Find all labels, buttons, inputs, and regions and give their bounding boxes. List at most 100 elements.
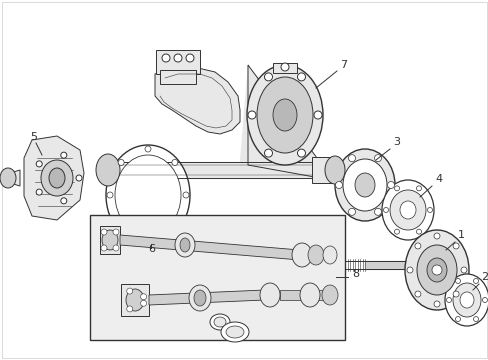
Ellipse shape [126, 306, 132, 312]
Ellipse shape [482, 297, 487, 302]
Ellipse shape [323, 246, 336, 264]
Ellipse shape [348, 208, 355, 215]
Ellipse shape [162, 54, 170, 62]
Ellipse shape [452, 283, 480, 317]
Ellipse shape [171, 159, 178, 166]
Ellipse shape [342, 159, 386, 211]
Ellipse shape [431, 265, 441, 275]
Polygon shape [272, 63, 296, 73]
Polygon shape [10, 170, 20, 186]
Ellipse shape [106, 145, 190, 245]
Ellipse shape [61, 198, 67, 204]
Ellipse shape [113, 245, 119, 251]
Ellipse shape [383, 207, 387, 212]
Ellipse shape [101, 229, 107, 235]
Ellipse shape [36, 189, 42, 195]
Ellipse shape [180, 238, 190, 252]
Ellipse shape [264, 149, 272, 157]
Ellipse shape [145, 238, 151, 244]
Ellipse shape [454, 278, 460, 283]
Ellipse shape [209, 314, 229, 330]
Ellipse shape [141, 300, 146, 306]
Ellipse shape [115, 155, 181, 235]
Ellipse shape [414, 291, 420, 297]
Polygon shape [121, 284, 149, 316]
Ellipse shape [414, 243, 420, 249]
Ellipse shape [459, 292, 473, 308]
Ellipse shape [61, 152, 67, 158]
Ellipse shape [452, 243, 458, 249]
Ellipse shape [281, 63, 288, 71]
Ellipse shape [291, 243, 311, 267]
Ellipse shape [102, 230, 118, 250]
Ellipse shape [36, 161, 42, 167]
Ellipse shape [247, 111, 256, 119]
Ellipse shape [41, 160, 73, 196]
Ellipse shape [399, 201, 415, 219]
Ellipse shape [446, 297, 450, 302]
Ellipse shape [272, 99, 296, 131]
Ellipse shape [386, 181, 394, 189]
Ellipse shape [297, 149, 305, 157]
Ellipse shape [225, 326, 244, 338]
Text: 1: 1 [457, 230, 464, 240]
Ellipse shape [433, 301, 439, 307]
Ellipse shape [257, 77, 312, 153]
Ellipse shape [433, 233, 439, 239]
Polygon shape [247, 65, 319, 178]
Ellipse shape [101, 245, 107, 251]
Ellipse shape [118, 159, 124, 166]
Ellipse shape [472, 278, 478, 283]
Ellipse shape [389, 190, 425, 230]
Bar [90, 215, 345, 340]
Ellipse shape [454, 316, 460, 321]
Ellipse shape [264, 73, 272, 81]
Ellipse shape [394, 229, 399, 234]
Ellipse shape [145, 146, 151, 152]
Ellipse shape [299, 283, 319, 307]
Ellipse shape [185, 54, 194, 62]
Ellipse shape [113, 229, 119, 235]
Ellipse shape [374, 155, 381, 162]
Ellipse shape [321, 285, 337, 305]
Ellipse shape [416, 229, 421, 234]
Ellipse shape [141, 294, 146, 300]
Ellipse shape [221, 322, 248, 342]
Ellipse shape [214, 317, 225, 327]
Ellipse shape [472, 316, 478, 321]
Ellipse shape [189, 285, 210, 311]
Polygon shape [156, 50, 200, 74]
Text: 7: 7 [339, 60, 346, 70]
Ellipse shape [406, 267, 412, 273]
Ellipse shape [334, 149, 394, 221]
Ellipse shape [404, 230, 468, 310]
Ellipse shape [96, 154, 120, 186]
Ellipse shape [174, 54, 182, 62]
Ellipse shape [444, 274, 488, 326]
Polygon shape [160, 70, 196, 84]
Ellipse shape [246, 65, 323, 165]
Ellipse shape [126, 288, 132, 294]
Ellipse shape [348, 155, 355, 162]
Ellipse shape [460, 267, 466, 273]
Polygon shape [280, 290, 329, 300]
Text: 2: 2 [480, 272, 487, 282]
Ellipse shape [107, 192, 113, 198]
Ellipse shape [354, 173, 374, 197]
Ellipse shape [126, 289, 143, 311]
Polygon shape [311, 157, 331, 183]
Ellipse shape [394, 186, 399, 191]
Ellipse shape [416, 245, 456, 295]
Text: 4: 4 [434, 174, 441, 184]
Ellipse shape [452, 291, 458, 297]
Polygon shape [155, 68, 240, 134]
Polygon shape [24, 136, 84, 220]
Ellipse shape [426, 258, 446, 282]
Ellipse shape [171, 225, 178, 230]
Ellipse shape [374, 208, 381, 215]
Polygon shape [100, 226, 120, 254]
Ellipse shape [427, 207, 431, 212]
Text: 6: 6 [148, 244, 155, 254]
Ellipse shape [260, 283, 280, 307]
Ellipse shape [194, 290, 205, 306]
